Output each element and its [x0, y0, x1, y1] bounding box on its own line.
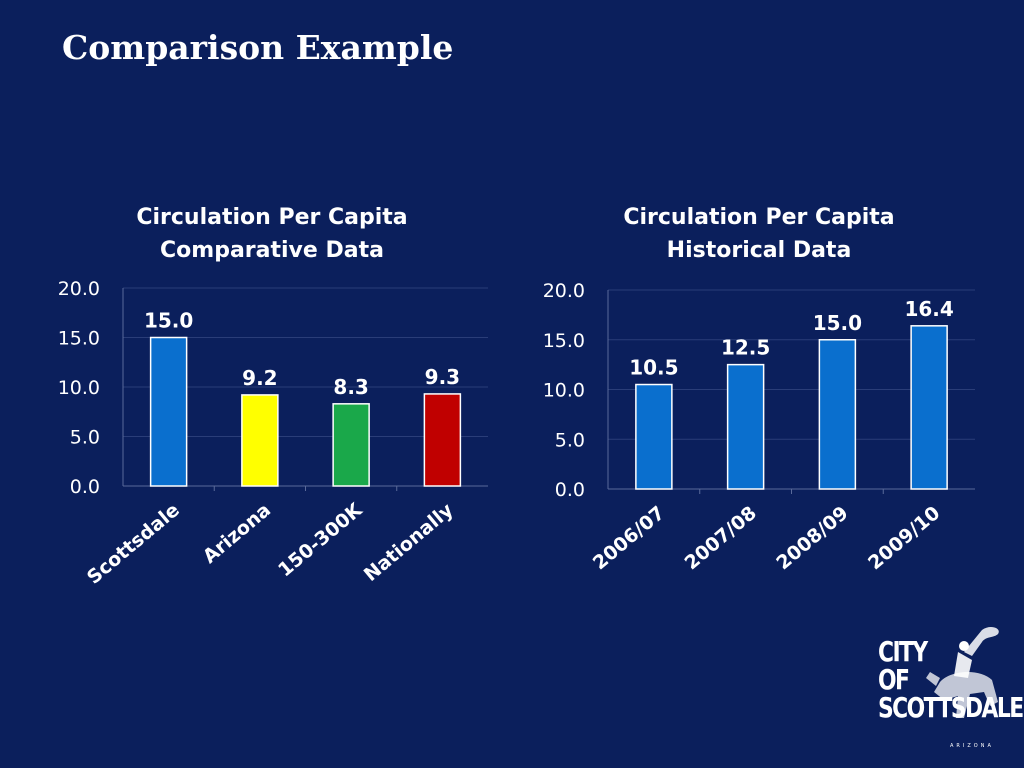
y-tick-label: 20.0 — [58, 278, 100, 300]
y-tick-label: 5.0 — [555, 429, 585, 451]
y-tick-label: 20.0 — [543, 280, 585, 302]
bar-Scottsdale — [149, 336, 188, 487]
logo-line-2: OF — [878, 663, 910, 696]
y-tick-label: 15.0 — [543, 330, 585, 352]
data-label: 15.0 — [144, 309, 193, 333]
y-tick-label: 5.0 — [70, 427, 100, 449]
data-label: 9.3 — [425, 365, 460, 389]
y-tick-label: 10.0 — [543, 380, 585, 402]
logo-line-1: CITY — [878, 635, 928, 668]
bar-2009/10 — [910, 325, 948, 490]
bar-2006/07 — [635, 383, 673, 490]
x-tick-label: 2008/09 — [772, 502, 852, 574]
bar-Arizona — [241, 394, 279, 487]
data-label: 12.5 — [721, 336, 770, 360]
x-tick-label: 2006/07 — [589, 502, 669, 574]
data-label: 10.5 — [629, 356, 678, 380]
chart-subtitle: Historical Data — [667, 238, 852, 263]
y-tick-label: 10.0 — [58, 377, 100, 399]
y-tick-label: 0.0 — [70, 476, 100, 498]
data-label: 9.2 — [242, 366, 277, 390]
x-tick-label: 2007/08 — [681, 502, 761, 574]
data-label: 15.0 — [813, 311, 862, 335]
y-tick-label: 0.0 — [555, 479, 585, 501]
bar-2007/08 — [726, 363, 765, 490]
bar-150-300K — [332, 403, 370, 487]
bronco-rider-icon — [926, 627, 999, 718]
bar-Nationally — [423, 393, 462, 487]
chart-subtitle: Comparative Data — [160, 238, 384, 263]
logo-subtitle: ARIZONA — [950, 743, 994, 749]
data-label: 16.4 — [904, 297, 953, 321]
bar-2008/09 — [818, 339, 857, 490]
chart-title: Circulation Per Capita — [623, 205, 894, 230]
x-tick-label: 2009/10 — [864, 502, 944, 574]
city-of-scottsdale-logo: CITY OF SCOTTSDALE ARIZONA — [872, 622, 1024, 752]
y-tick-label: 15.0 — [58, 328, 100, 350]
chart-title: Circulation Per Capita — [136, 205, 407, 230]
data-label: 8.3 — [333, 375, 368, 399]
logo-line-3: SCOTTSDALE — [878, 691, 1024, 724]
slide-title: Comparison Example — [62, 28, 454, 67]
